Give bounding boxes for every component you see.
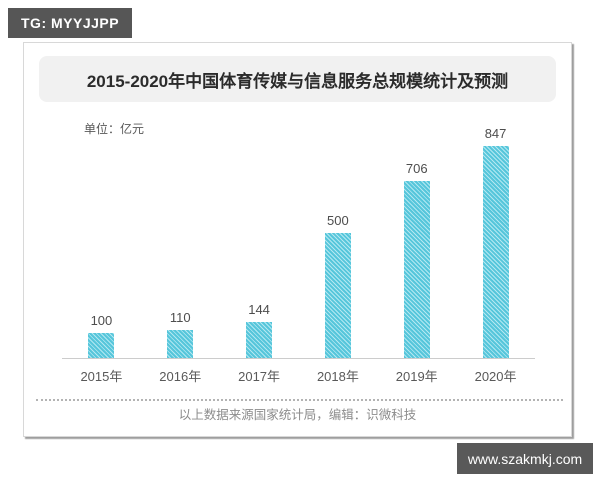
bar-value-label: 144: [248, 302, 270, 317]
bar-chart: 100 110 144 500 706 847 2015年 2016年 2017年 2018年 2…: [62, 124, 535, 385]
unit-label: 单位：亿元: [84, 122, 145, 136]
telegram-watermark-badge: TG: MYYJJPP: [8, 8, 133, 38]
bar-value-label: 847: [484, 126, 507, 141]
x-axis-label: 2015年: [80, 369, 123, 384]
chart-title-box: 2015-2020年中国体育传媒与信息服务总规模统计及预测: [39, 56, 556, 102]
telegram-watermark-text: TG: MYYJJPP: [21, 15, 120, 31]
bar: [246, 322, 273, 358]
chart-bars: 100 110 144 500 706 847: [62, 124, 535, 359]
bar-column: 706: [377, 124, 456, 358]
chart-card: 2015-2020年中国体育传媒与信息服务总规模统计及预测 单位：亿元 100 1…: [23, 42, 572, 437]
bar-column: 847: [456, 124, 535, 358]
bar: [482, 146, 509, 358]
chart-x-labels: 2015年 2016年 2017年 2018年 2019年 2020年: [62, 359, 535, 385]
bar-value-label: 500: [327, 213, 349, 228]
bar: [324, 233, 351, 358]
bar-column: 100: [62, 124, 141, 358]
x-axis-label: 2018年: [316, 369, 359, 384]
bar: [403, 181, 430, 358]
dotted-separator: [36, 399, 563, 401]
bar-column: 144: [220, 124, 299, 358]
x-axis-label: 2019年: [395, 369, 438, 384]
data-source-note: 以上数据来源国家统计局，编辑：识微科技: [178, 408, 417, 422]
bar-value-label: 100: [90, 313, 113, 328]
bar-value-label: 110: [169, 310, 191, 325]
bar-column: 110: [141, 124, 220, 358]
x-axis-label: 2017年: [238, 369, 281, 384]
bar-column: 500: [298, 124, 377, 358]
x-axis-label: 2020年: [474, 369, 517, 384]
bar: [88, 333, 115, 358]
x-axis-label: 2016年: [159, 369, 202, 384]
website-watermark-badge: www.szakmkj.com: [457, 443, 593, 474]
website-watermark-text: www.szakmkj.com: [467, 450, 583, 467]
chart-title: 2015-2020年中国体育传媒与信息服务总规模统计及预测: [86, 71, 509, 91]
bar-value-label: 706: [405, 161, 428, 176]
bar: [167, 330, 194, 358]
